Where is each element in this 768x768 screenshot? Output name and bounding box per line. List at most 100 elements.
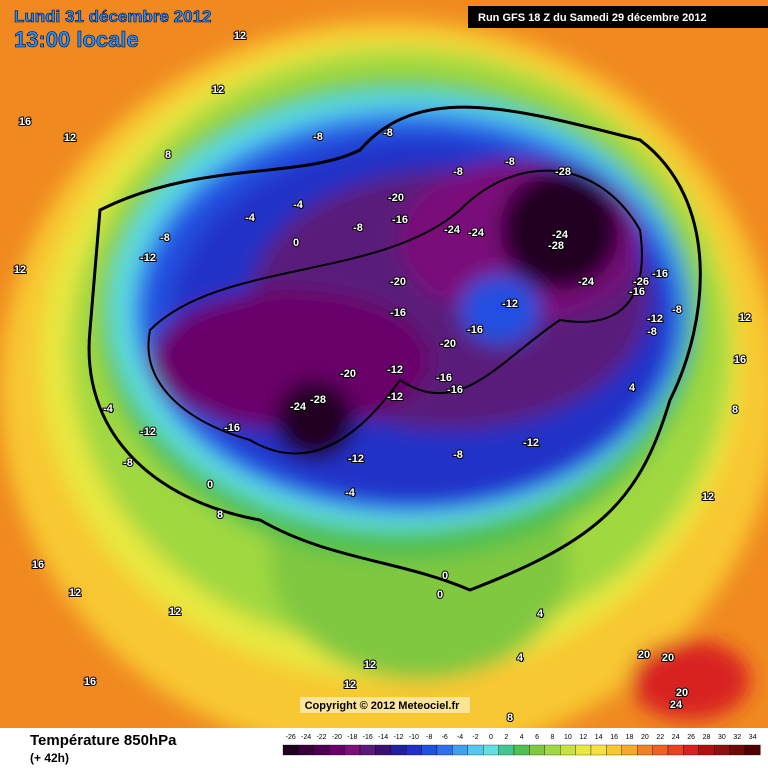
- scale-swatch: [344, 744, 361, 756]
- contour-label: -20: [340, 368, 356, 380]
- contour-label: 12: [212, 84, 224, 96]
- scale-label: -2: [472, 734, 478, 741]
- contour-label: 12: [739, 312, 751, 324]
- contour-label: 8: [217, 509, 223, 521]
- contour-label: -16: [392, 214, 408, 226]
- scale-swatch: [483, 744, 499, 756]
- scale-label: 34: [749, 734, 757, 741]
- scale-swatch: [375, 744, 391, 756]
- scale-label: 18: [626, 734, 634, 741]
- contour-label: -8: [453, 166, 463, 178]
- contour-label: -4: [293, 199, 304, 211]
- scale-label: -26: [286, 734, 296, 741]
- scale-label: 2: [504, 734, 508, 741]
- scale-swatch: [621, 744, 638, 756]
- contour-label: -16: [652, 268, 668, 280]
- scale-label: 6: [535, 734, 539, 741]
- contour-label: -8: [353, 222, 363, 234]
- contour-label: -8: [313, 131, 323, 143]
- local-time: 13:00 locale: [14, 27, 139, 52]
- contour-label: 0: [437, 589, 443, 601]
- contour-label: 12: [344, 679, 356, 691]
- scale-label: 12: [579, 734, 587, 741]
- scale-swatch: [390, 744, 407, 756]
- scale-label: -4: [457, 734, 463, 741]
- contour-label: 16: [734, 354, 746, 366]
- contour-label: -12: [140, 426, 156, 438]
- scale-swatch: [560, 744, 576, 756]
- contour-label: -12: [502, 298, 518, 310]
- contour-label: 20: [638, 649, 650, 661]
- scale-label: 28: [703, 734, 711, 741]
- scale-swatch: [729, 744, 746, 756]
- scale-label: 22: [656, 734, 664, 741]
- run-info: Run GFS 18 Z du Samedi 29 décembre 2012: [478, 12, 707, 24]
- contour-label: -12: [348, 453, 364, 465]
- scale-label: -12: [393, 734, 403, 741]
- contour-label: 0: [207, 479, 213, 491]
- scale-label: 0: [489, 734, 493, 741]
- contour-label: -8: [672, 304, 682, 316]
- contour-label: -20: [390, 276, 406, 288]
- scale-swatch: [637, 744, 653, 756]
- scale-swatch: [714, 744, 730, 756]
- contour-label: -28: [555, 166, 571, 178]
- scale-label: -22: [316, 734, 326, 741]
- contour-label: -26: [633, 276, 649, 288]
- scale-label: -16: [363, 734, 373, 741]
- scale-swatch: [452, 744, 468, 756]
- scale-label: -6: [442, 734, 448, 741]
- contour-label: -24: [468, 227, 485, 239]
- contour-label: 4: [629, 382, 636, 394]
- scale-swatch: [329, 744, 345, 756]
- date: Lundi 31 décembre 2012: [14, 7, 211, 26]
- contour-label: -20: [440, 338, 456, 350]
- scale-swatch: [544, 744, 561, 756]
- scale-swatch: [282, 744, 299, 756]
- scale-swatch: [683, 744, 699, 756]
- scale-swatch: [667, 744, 684, 756]
- contour-label: -4: [345, 487, 356, 499]
- scale-label: 20: [641, 734, 649, 741]
- contour-label: 16: [84, 676, 96, 688]
- scale-swatch: [359, 744, 376, 756]
- contour-label: -12: [523, 437, 539, 449]
- scale-label: 14: [595, 734, 603, 741]
- contour-label: 24: [670, 699, 683, 711]
- contour-label: -24: [552, 229, 569, 241]
- contour-label: 20: [662, 652, 674, 664]
- scale-swatch: [575, 744, 592, 756]
- scale-swatch: [744, 744, 761, 756]
- contour-label: -8: [383, 127, 393, 139]
- scale-label: 10: [564, 734, 572, 741]
- scale-label: -20: [332, 734, 342, 741]
- run-box: [468, 6, 768, 28]
- contour-label: -4: [103, 403, 114, 415]
- scale-label: -8: [426, 734, 432, 741]
- scale-swatch: [298, 744, 314, 756]
- contour-label: 20: [676, 687, 688, 699]
- contour-label: -16: [224, 422, 240, 434]
- scale-swatch: [406, 744, 422, 756]
- contour-label: -12: [647, 313, 663, 325]
- scale-swatch: [606, 744, 622, 756]
- scale-label: -18: [347, 734, 357, 741]
- contour-label: 16: [19, 116, 31, 128]
- contour-label: -24: [290, 401, 307, 413]
- contour-label: 8: [507, 712, 513, 724]
- scale-label: 26: [687, 734, 695, 741]
- scale-swatch: [698, 744, 715, 756]
- scale-swatch: [652, 744, 669, 756]
- contour-label: 8: [732, 404, 738, 416]
- contour-label: -28: [310, 394, 326, 406]
- scale-swatch: [513, 744, 530, 756]
- scale-label: -14: [378, 734, 388, 741]
- contour-label: 0: [293, 237, 299, 249]
- contour-label: 12: [69, 587, 81, 599]
- scale-label: 16: [610, 734, 618, 741]
- contour-label: -24: [578, 276, 595, 288]
- scale-label: 32: [733, 734, 741, 741]
- scale-label: -24: [301, 734, 311, 741]
